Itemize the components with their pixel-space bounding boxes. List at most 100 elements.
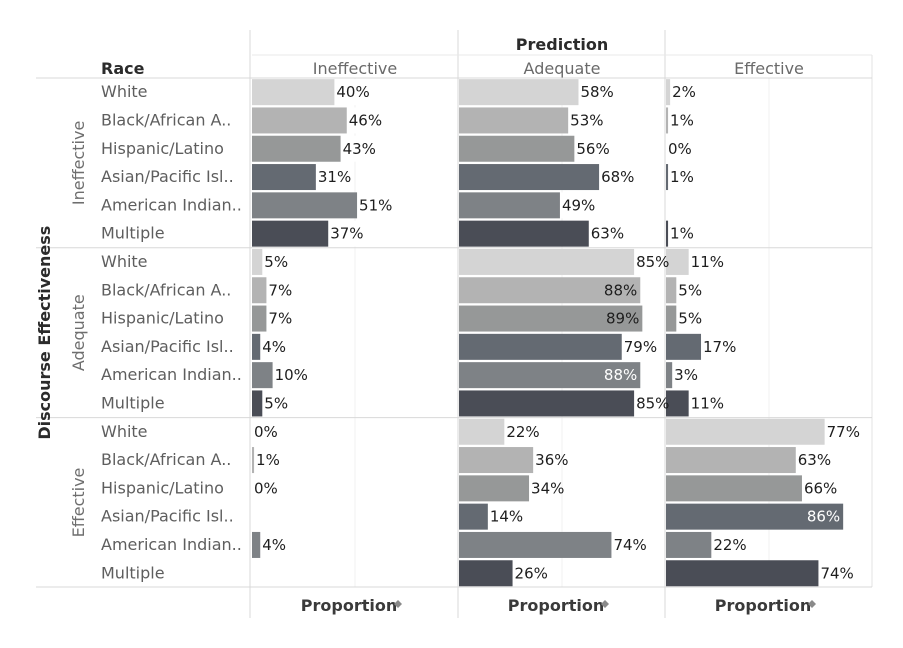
sort-icon-shape — [808, 600, 816, 608]
data-label-bg — [341, 135, 369, 162]
data-label-bg — [267, 305, 286, 332]
data-label: 66% — [804, 479, 837, 497]
data-label: 0% — [254, 423, 278, 441]
bar-effective-black-african-a-ineffective — [252, 447, 255, 474]
data-label: 5% — [264, 253, 288, 271]
data-label-bg — [689, 390, 717, 417]
race-label: Hispanic/Latino — [101, 309, 224, 328]
bar-ineffective-black-african-a-ineffective — [252, 107, 347, 134]
data-label: 26% — [515, 564, 548, 582]
sort-icon-shape — [601, 600, 609, 608]
bar-effective-american-indian-adequate — [459, 531, 612, 558]
data-label: 34% — [531, 479, 564, 497]
data-label-bg — [569, 107, 597, 134]
data-label-bg — [253, 418, 271, 445]
data-label: 86% — [807, 508, 840, 526]
data-label-bg — [671, 79, 690, 106]
bar-adequate-white-adequate — [459, 248, 635, 275]
data-label: 4% — [262, 536, 286, 554]
axis-label-proportion: Proportion — [715, 596, 811, 615]
sort-descending-icon[interactable] — [601, 600, 609, 608]
bar-adequate-american-indian-ineffective — [252, 362, 273, 389]
data-label-bg — [635, 390, 663, 417]
data-label: 49% — [562, 196, 595, 214]
data-label: 88% — [604, 366, 637, 384]
sort-descending-icon[interactable] — [394, 600, 402, 608]
bar-adequate-asian-pacific-isl-adequate — [459, 333, 622, 360]
data-label-bg — [677, 305, 696, 332]
data-label: 17% — [703, 338, 736, 356]
data-label-bg — [635, 248, 663, 275]
column-group-title: Prediction — [516, 35, 608, 54]
race-label: Asian/Pacific Isl.. — [101, 167, 234, 186]
row-group-title: Discourse Effectiveness — [35, 226, 54, 440]
data-label: 58% — [580, 83, 613, 101]
data-label-bg — [622, 333, 650, 360]
bar-adequate-hispanic-latino-adequate — [459, 305, 643, 332]
data-label: 77% — [827, 423, 860, 441]
data-label: 56% — [576, 140, 609, 158]
data-label-bg — [329, 220, 357, 247]
column-header-adequate: Adequate — [524, 59, 601, 78]
data-label-bg — [702, 333, 730, 360]
race-label: American Indian.. — [101, 195, 242, 214]
bar-adequate-black-african-a-effective — [666, 277, 677, 304]
data-label: 68% — [601, 168, 634, 186]
data-label: 85% — [636, 394, 669, 412]
gridlines — [354, 78, 770, 587]
bar-effective-multiple-adequate — [459, 560, 513, 587]
sort-icon-shape — [394, 600, 402, 608]
data-label: 7% — [268, 310, 292, 328]
data-label-bg — [677, 277, 696, 304]
race-label: White — [101, 82, 148, 101]
race-label: Hispanic/Latino — [101, 139, 224, 158]
sort-descending-icon[interactable] — [808, 600, 816, 608]
bar-effective-asian-pacific-isl-adequate — [459, 503, 488, 530]
race-label: Black/African A.. — [101, 450, 231, 469]
race-label: American Indian.. — [101, 365, 242, 384]
data-label: 63% — [591, 225, 624, 243]
bar-ineffective-asian-pacific-isl-adequate — [459, 164, 600, 191]
bar-ineffective-black-african-a-adequate — [459, 107, 569, 134]
data-label-bg — [802, 475, 830, 502]
bar-effective-white-adequate — [459, 418, 505, 445]
data-label-bg — [263, 390, 282, 417]
data-label-bg — [600, 164, 628, 191]
data-label: 74% — [820, 564, 853, 582]
data-label-bg — [673, 362, 692, 389]
bar-ineffective-white-adequate — [459, 79, 579, 106]
data-label: 1% — [670, 111, 694, 129]
column-header-ineffective: Ineffective — [313, 59, 397, 78]
bar-adequate-white-ineffective — [252, 248, 263, 275]
data-label: 1% — [670, 168, 694, 186]
data-label: 1% — [670, 225, 694, 243]
axis-label-proportion: Proportion — [508, 596, 604, 615]
bar-adequate-multiple-ineffective — [252, 390, 263, 417]
bar-adequate-american-indian-adequate — [459, 362, 641, 389]
bar-effective-asian-pacific-isl-effective — [666, 503, 844, 530]
data-label-bg — [796, 447, 824, 474]
data-labels: 40% 58% 2% 46% 53% 1% 43% 56% 0% 31% 68% 1% 51% 49% 37… — [253, 79, 860, 587]
data-label-bg — [825, 418, 853, 445]
race-label: White — [101, 422, 148, 441]
data-label-bg — [530, 475, 558, 502]
race-label: Asian/Pacific Isl.. — [101, 507, 234, 526]
data-label: 0% — [254, 479, 278, 497]
bar-ineffective-black-african-a-effective — [666, 107, 669, 134]
data-label-bg — [712, 531, 740, 558]
data-label: 40% — [336, 83, 369, 101]
data-label-bg — [347, 107, 375, 134]
data-label: 2% — [672, 83, 696, 101]
data-label: 37% — [330, 225, 363, 243]
data-label-bg — [589, 220, 617, 247]
bar-ineffective-asian-pacific-isl-ineffective — [252, 164, 316, 191]
data-label: 74% — [613, 536, 646, 554]
data-label-bg — [261, 531, 280, 558]
data-label-bg — [316, 164, 344, 191]
data-label: 10% — [275, 366, 308, 384]
bar-ineffective-white-ineffective — [252, 79, 335, 106]
bar-ineffective-white-effective — [666, 79, 671, 106]
bars — [252, 79, 844, 587]
data-label: 11% — [691, 394, 724, 412]
bar-adequate-black-african-a-ineffective — [252, 277, 267, 304]
